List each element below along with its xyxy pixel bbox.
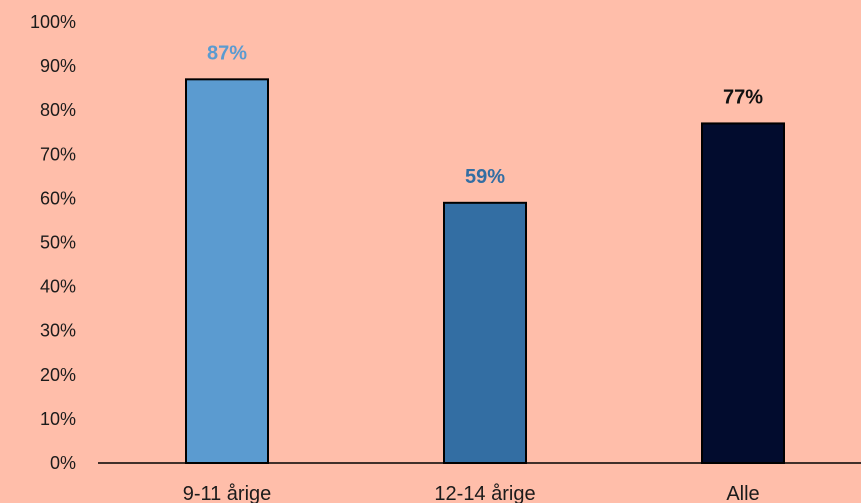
x-category-label: Alle [726,483,759,503]
y-tick-label: 20% [40,365,76,385]
y-tick-label: 90% [40,56,76,76]
y-tick-label: 70% [40,144,76,164]
y-tick-label: 0% [50,453,76,473]
bar-1 [185,78,269,465]
x-category-label: 9-11 årige [183,483,272,503]
y-tick-label: 80% [40,100,76,120]
y-tick-label: 30% [40,321,76,341]
x-category-label: 12-14 årige [434,483,535,503]
y-tick-label: 50% [40,233,76,253]
data-label: 77% [723,86,763,108]
y-tick-label: 100% [30,12,76,32]
data-label: 59% [465,166,505,188]
bar-2 [443,201,527,464]
y-tick-label: 40% [40,277,76,297]
y-tick-label: 10% [40,409,76,429]
data-label: 87% [207,42,247,64]
y-tick-label: 60% [40,188,76,208]
bar-3 [701,122,785,465]
